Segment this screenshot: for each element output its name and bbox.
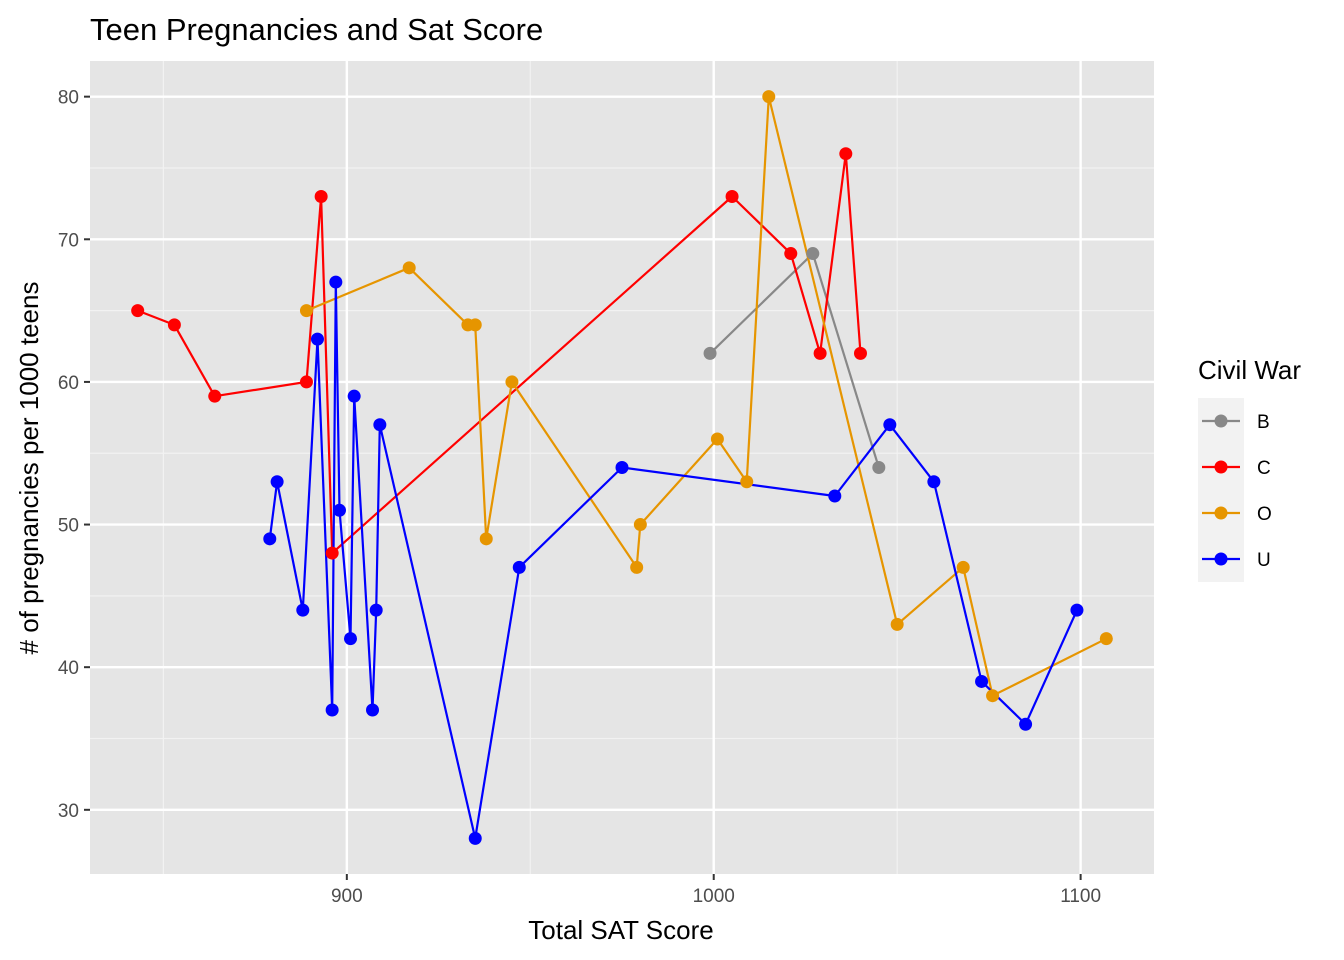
x-tick-label: 1000 xyxy=(693,886,735,907)
data-point-O xyxy=(740,475,754,489)
data-point-U xyxy=(373,418,387,432)
data-point-U xyxy=(927,475,941,489)
legend-key-point xyxy=(1214,506,1228,520)
legend-key-point xyxy=(1214,552,1228,566)
data-point-C xyxy=(853,346,867,360)
data-point-O xyxy=(468,318,482,332)
data-point-O xyxy=(1099,632,1113,646)
legend-key-background xyxy=(1198,398,1244,582)
data-point-C xyxy=(839,147,853,161)
data-point-U xyxy=(263,532,277,546)
data-point-U xyxy=(347,389,361,403)
x-tick-label: 1100 xyxy=(1060,886,1101,907)
legend: B C O U xyxy=(1198,398,1272,582)
data-point-C xyxy=(167,318,181,332)
data-point-C xyxy=(314,190,328,203)
data-point-C xyxy=(725,190,739,203)
y-tick-label: 40 xyxy=(58,658,79,679)
data-point-U xyxy=(369,603,383,617)
legend-label: B xyxy=(1257,412,1270,433)
y-tick-label: 80 xyxy=(58,88,79,109)
data-point-O xyxy=(630,560,644,574)
y-axis: 30 40 50 60 70 80 xyxy=(58,88,90,822)
data-point-O xyxy=(299,304,313,318)
data-point-C xyxy=(784,247,798,261)
data-point-U xyxy=(310,332,324,346)
series-points xyxy=(131,90,1113,845)
data-point-O xyxy=(710,432,724,446)
data-point-U xyxy=(1070,603,1084,617)
data-point-U xyxy=(329,275,343,289)
data-point-C xyxy=(813,346,827,360)
data-point-U xyxy=(325,703,339,717)
grid xyxy=(90,61,1154,874)
data-point-B xyxy=(872,461,886,474)
data-point-O xyxy=(633,518,647,532)
data-point-U xyxy=(343,632,357,646)
data-point-U xyxy=(512,560,526,574)
legend-label: C xyxy=(1257,458,1271,479)
data-point-U xyxy=(270,475,284,489)
data-point-U xyxy=(883,418,897,432)
chart-title: Teen Pregnancies and Sat Score xyxy=(90,12,543,47)
legend-label: O xyxy=(1257,504,1272,525)
x-axis-title: Total SAT Score xyxy=(528,915,713,945)
data-point-C xyxy=(299,375,313,389)
data-point-U xyxy=(296,603,310,617)
data-point-B xyxy=(806,247,820,261)
data-point-O xyxy=(956,560,970,574)
y-axis-title: # of pregnancies per 1000 teens xyxy=(14,282,44,655)
data-point-B xyxy=(703,346,717,360)
data-point-U xyxy=(366,703,380,717)
data-point-U xyxy=(468,831,482,845)
data-point-U xyxy=(975,674,989,688)
legend-title: Civil War xyxy=(1198,355,1301,385)
y-tick-label: 60 xyxy=(58,373,79,394)
data-point-C xyxy=(208,389,222,403)
y-tick-label: 70 xyxy=(58,230,79,251)
data-point-O xyxy=(890,617,904,631)
data-point-O xyxy=(479,532,493,546)
legend-label: U xyxy=(1257,550,1271,571)
data-point-U xyxy=(828,489,842,503)
data-point-U xyxy=(332,503,346,517)
data-point-O xyxy=(505,375,519,389)
data-point-U xyxy=(1019,717,1033,731)
y-tick-label: 30 xyxy=(58,801,79,822)
data-point-O xyxy=(762,90,776,104)
data-point-U xyxy=(615,461,629,474)
legend-key-point xyxy=(1214,460,1228,474)
x-axis: 900 1000 1100 xyxy=(331,874,1101,907)
x-tick-label: 900 xyxy=(331,886,363,907)
y-tick-label: 50 xyxy=(58,516,79,537)
data-point-C xyxy=(131,304,145,318)
legend-key-point xyxy=(1214,414,1228,428)
data-point-O xyxy=(402,261,416,275)
data-point-C xyxy=(325,546,339,560)
data-point-O xyxy=(986,689,1000,703)
